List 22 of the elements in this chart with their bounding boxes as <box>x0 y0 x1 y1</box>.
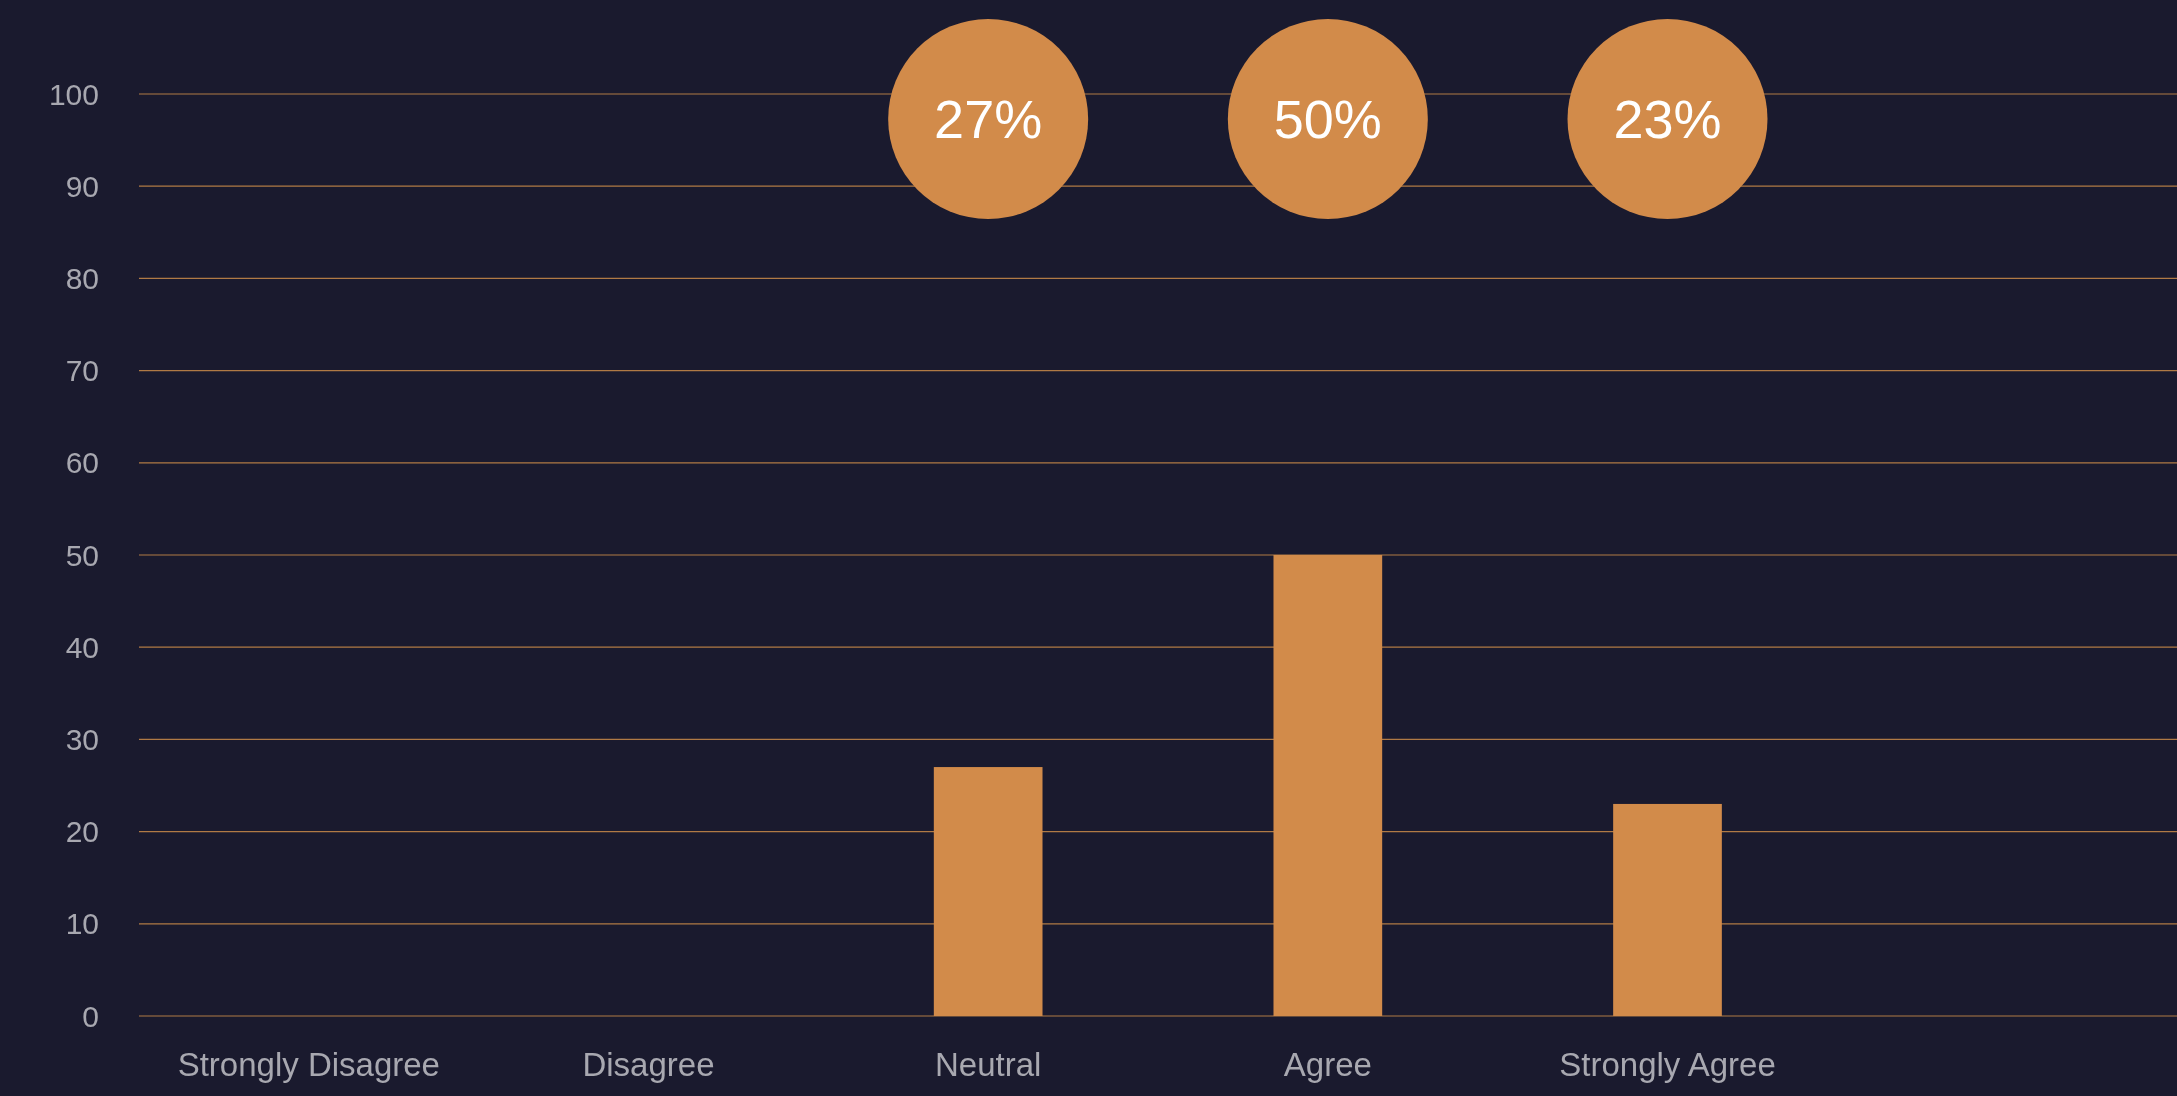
y-tick-label: 80 <box>65 261 99 295</box>
x-tick-label: Disagree <box>582 1046 715 1083</box>
x-tick-label: Strongly Disagree <box>177 1046 440 1083</box>
y-tick-label: 40 <box>65 630 99 664</box>
y-tick-label: 90 <box>65 169 99 203</box>
y-tick-label: 70 <box>65 354 99 388</box>
y-tick-label: 100 <box>48 77 99 111</box>
y-tick-label: 20 <box>65 815 99 849</box>
y-tick-label: 30 <box>65 722 99 756</box>
annotation: 27% <box>934 88 1043 149</box>
bar <box>1273 555 1383 1016</box>
bar <box>1613 803 1722 1016</box>
x-tick-label: Agree <box>1283 1046 1372 1083</box>
x-tick-label: Neutral <box>934 1046 1042 1083</box>
annotation: 23% <box>1613 88 1722 149</box>
y-tick-label: 0 <box>82 999 99 1033</box>
y-tick-label: 10 <box>65 907 99 941</box>
y-tick-label: 50 <box>65 538 99 572</box>
bar <box>933 767 1043 1016</box>
annotation: 50% <box>1273 88 1382 149</box>
x-tick-label: Strongly Agree <box>1559 1046 1776 1083</box>
y-tick-label: 60 <box>65 446 99 480</box>
